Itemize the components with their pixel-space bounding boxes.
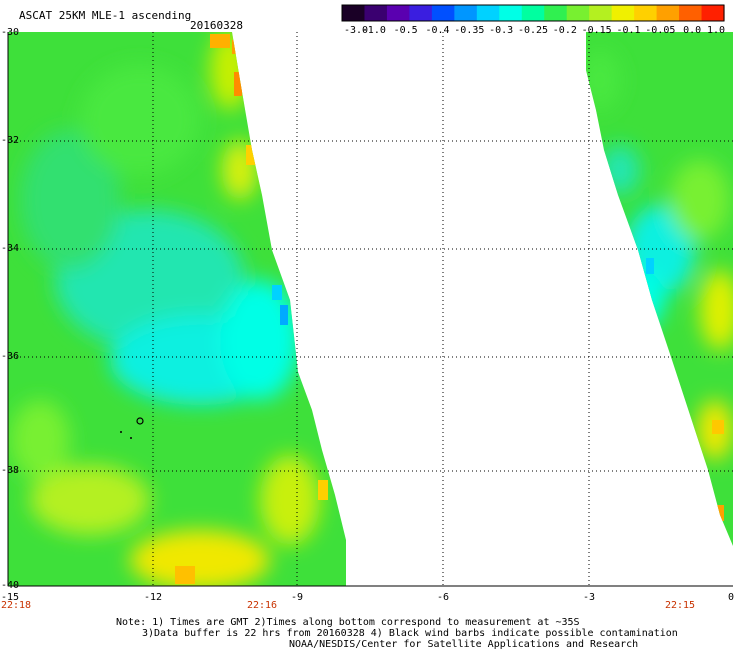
colorbar-tick-label: -0.3	[489, 25, 514, 36]
barb-dot	[120, 431, 122, 433]
colorbar-swatch	[499, 5, 523, 21]
colorbar-tick-label: 0.0	[683, 25, 702, 36]
colorbar-tick-label: -0.25	[517, 25, 549, 36]
colorbar-tick-label: -0.35	[454, 25, 485, 36]
time-label: 22:18	[0, 600, 32, 611]
colorbar-swatch	[566, 5, 590, 21]
lon-label: -3	[582, 592, 596, 603]
colorbar-swatch	[611, 5, 635, 21]
colorbar-tick-label: 1.0	[706, 25, 726, 36]
barb-dot	[130, 437, 132, 439]
colorbar-swatch	[476, 5, 500, 21]
colorbar-swatch	[386, 5, 411, 21]
lat-label: -32	[1, 135, 20, 146]
product-title: ASCAT 25KM MLE-1 ascending	[19, 9, 192, 22]
lon-label: -15	[0, 592, 20, 603]
lat-label: -38	[1, 465, 20, 476]
barb-circle	[136, 417, 144, 425]
product-date: 20160328	[190, 19, 243, 32]
colorbar-tick-label: -0.2	[552, 25, 577, 36]
time-label: 22:15	[664, 600, 696, 611]
colorbar-tick-label: -0.4	[425, 25, 450, 36]
colorbar-tick-label: -1.0	[361, 25, 386, 36]
colorbar-swatch	[544, 5, 568, 21]
colorbar-swatch	[679, 5, 703, 21]
lat-label: -40	[1, 580, 20, 591]
colorbar-swatch	[454, 5, 478, 21]
colorbar-swatch	[521, 5, 545, 21]
colorbar	[341, 4, 725, 22]
right-swath	[586, 32, 733, 546]
colorbar-tick-label: -0.5	[393, 25, 418, 36]
lat-label: -30	[1, 27, 20, 38]
footnote-line-1: Note: 1) Times are GMT 2)Times along bot…	[116, 617, 580, 628]
lon-label: -12	[143, 592, 163, 603]
colorbar-swatch	[589, 5, 613, 21]
colorbar-tick-label: -0.1	[616, 25, 641, 36]
colorbar-swatch	[431, 5, 455, 21]
footnote-line-2: 3)Data buffer is 22 hrs from 20160328 4)…	[142, 628, 678, 639]
lon-label: 0	[727, 592, 735, 603]
frame-ticks	[7, 32, 733, 587]
wind-barb-markers	[120, 417, 144, 439]
colorbar-swatch	[701, 5, 725, 21]
colorbar-tick-label: -0.05	[645, 25, 676, 36]
colorbar-swatch	[364, 5, 388, 21]
colorbar-tick-label: -3.0	[343, 25, 369, 36]
footnote-line-3: NOAA/NESDIS/Center for Satellite Applica…	[289, 639, 639, 650]
colorbar-swatch	[656, 5, 680, 21]
colorbar-tick-label: -0.15	[581, 25, 612, 36]
colorbar-swatch	[634, 5, 658, 21]
colorbar-frame	[341, 4, 725, 22]
colorbar-swatch	[342, 5, 366, 21]
colorbar-swatch	[409, 5, 433, 21]
lat-label: -36	[1, 351, 20, 362]
left-swath	[8, 32, 346, 586]
grid-lines	[8, 32, 733, 586]
lon-label: -9	[290, 592, 304, 603]
lon-label: -6	[436, 592, 450, 603]
lat-label: -34	[1, 243, 20, 254]
time-label: 22:16	[246, 600, 278, 611]
